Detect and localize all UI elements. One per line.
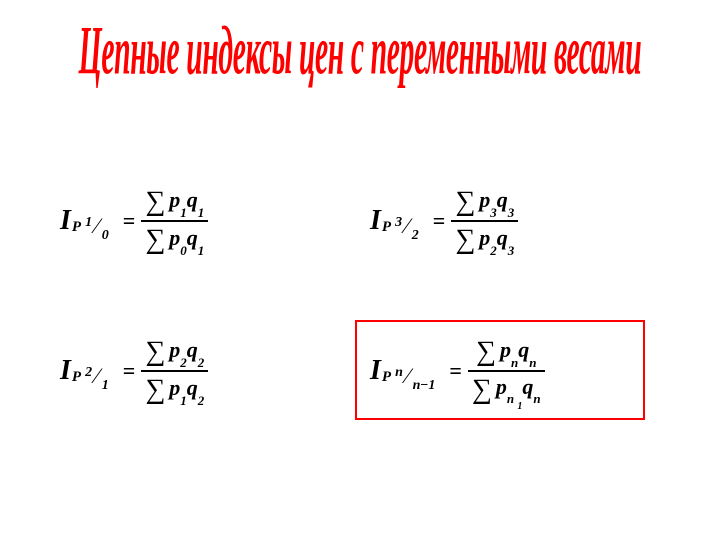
rhs-fraction: ∑ p3q3 ∑ p2q3 bbox=[451, 185, 518, 257]
equals-sign: = bbox=[449, 358, 462, 384]
equals-sign: = bbox=[123, 208, 136, 234]
formula-2: I P 3 ⁄ 2 = ∑ p3q3 ∑ p2q3 bbox=[370, 185, 518, 257]
index-fraction: n ⁄ n−1 bbox=[395, 361, 435, 388]
sigma: ∑ bbox=[145, 224, 165, 256]
sigma: ∑ bbox=[476, 336, 496, 368]
symbol-I: I bbox=[370, 205, 381, 237]
formula-1: I P 1 ⁄ 0 = ∑ p1q1 ∑ p0q1 bbox=[60, 185, 208, 257]
rhs-fraction: ∑ pnqn ∑ pn 1qn bbox=[468, 335, 545, 407]
sigma: ∑ bbox=[455, 224, 475, 256]
sigma: ∑ bbox=[455, 186, 475, 218]
symbol-I: I bbox=[370, 355, 381, 387]
symbol-I: I bbox=[60, 355, 71, 387]
sigma: ∑ bbox=[472, 374, 492, 406]
sigma: ∑ bbox=[145, 186, 165, 218]
equals-sign: = bbox=[123, 358, 136, 384]
subscript-P: P bbox=[382, 219, 391, 236]
subscript-P: P bbox=[72, 219, 81, 236]
subscript-P: P bbox=[72, 369, 81, 386]
index-fraction: 2 ⁄ 1 bbox=[85, 361, 109, 388]
sigma: ∑ bbox=[145, 374, 165, 406]
formula-3: I P 2 ⁄ 1 = ∑ p2q2 ∑ p1q2 bbox=[60, 335, 208, 407]
rhs-fraction: ∑ p1q1 ∑ p0q1 bbox=[141, 185, 208, 257]
subscript-P: P bbox=[382, 369, 391, 386]
equals-sign: = bbox=[433, 208, 446, 234]
rhs-fraction: ∑ p2q2 ∑ p1q2 bbox=[141, 335, 208, 407]
index-fraction: 1 ⁄ 0 bbox=[85, 211, 109, 238]
symbol-I: I bbox=[60, 205, 71, 237]
index-fraction: 3 ⁄ 2 bbox=[395, 211, 419, 238]
sigma: ∑ bbox=[145, 336, 165, 368]
page-title: Цепные индексы цен с переменными весами bbox=[79, 12, 642, 91]
formula-4: I P n ⁄ n−1 = ∑ pnqn ∑ pn 1qn bbox=[370, 335, 545, 407]
